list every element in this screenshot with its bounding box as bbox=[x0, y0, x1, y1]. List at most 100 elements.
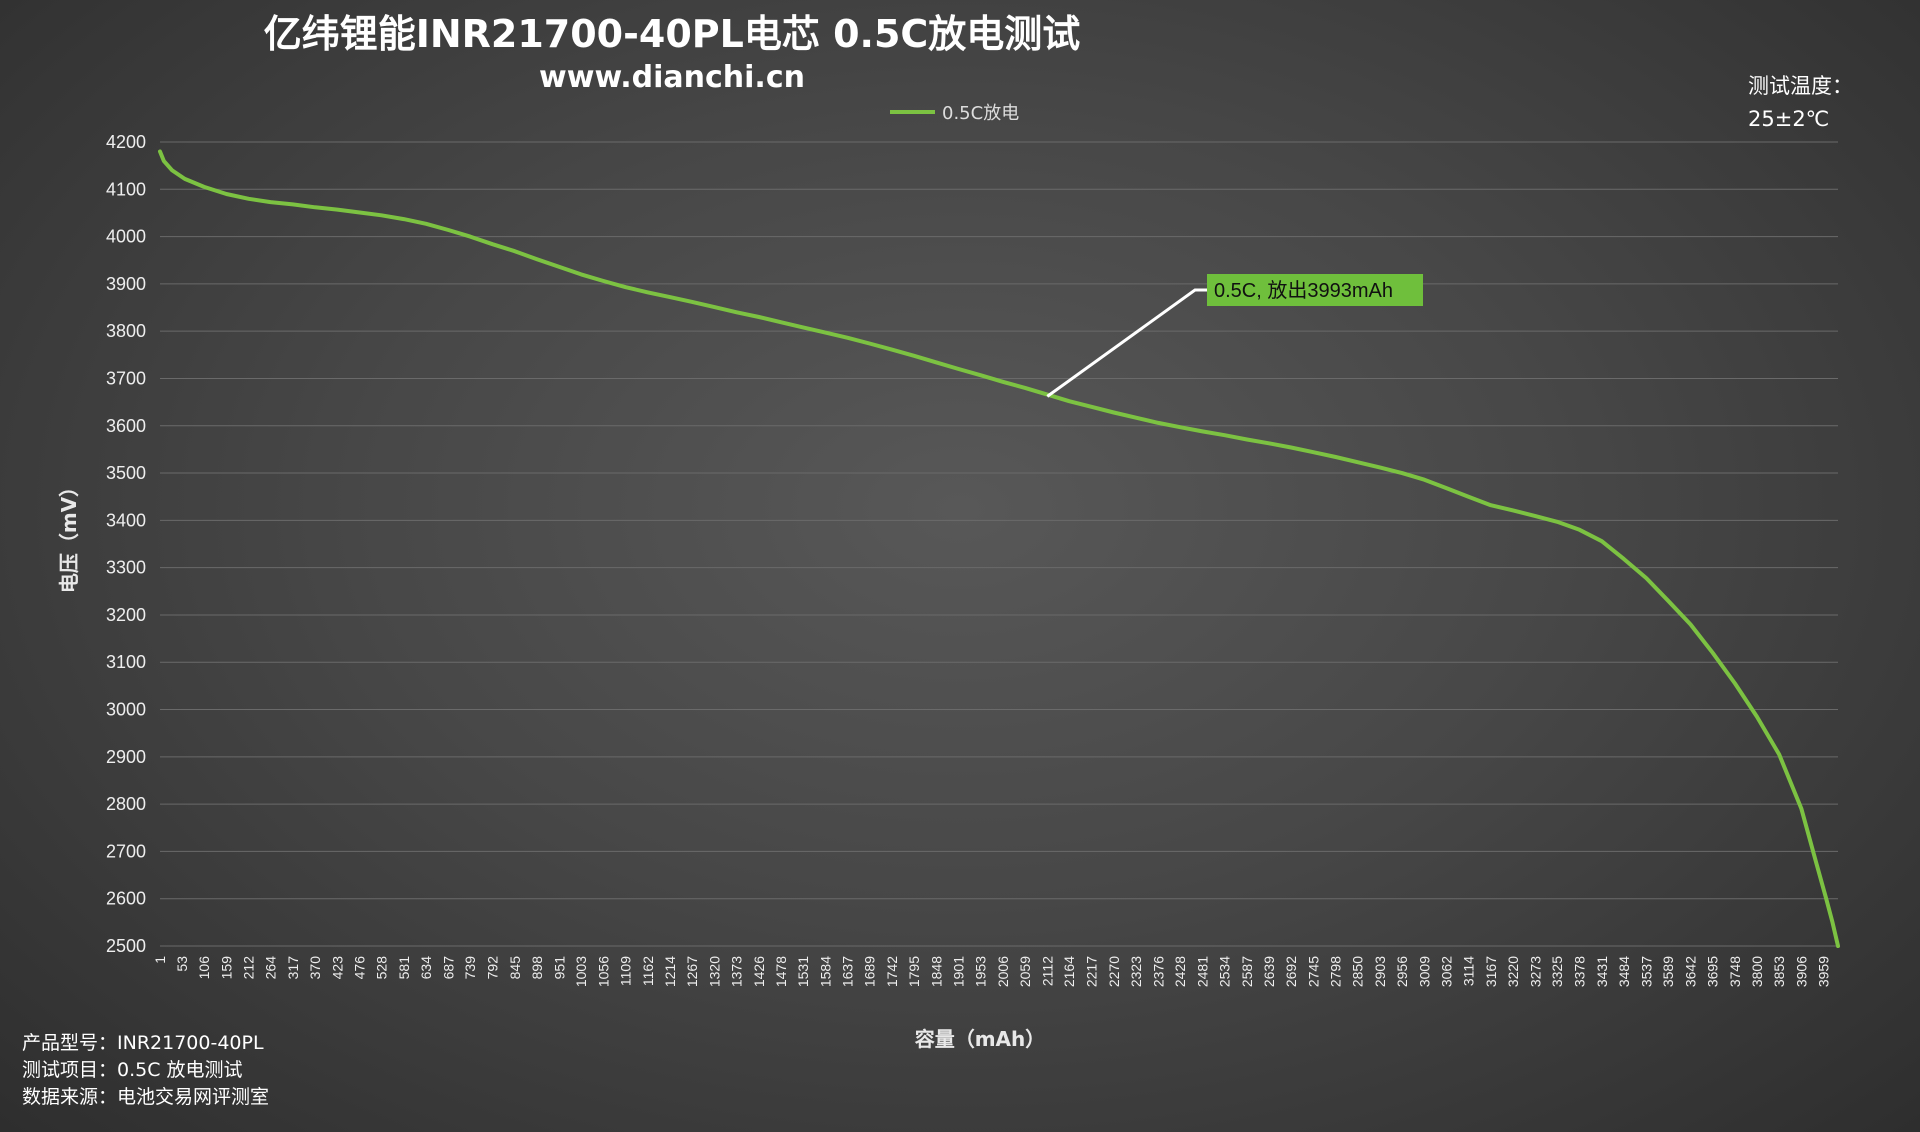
x-tick-label: 528 bbox=[374, 956, 390, 980]
y-tick-label: 3000 bbox=[106, 700, 146, 720]
data-point bbox=[1825, 897, 1827, 900]
data-point bbox=[1556, 521, 1558, 523]
x-tick-label: 951 bbox=[551, 956, 567, 980]
data-point bbox=[891, 348, 893, 351]
x-tick-label: 212 bbox=[241, 956, 257, 980]
x-tick-label: 1901 bbox=[951, 956, 967, 987]
data-point bbox=[1090, 406, 1093, 408]
x-tick-label: 2903 bbox=[1372, 956, 1388, 987]
x-tick-label: 476 bbox=[352, 956, 368, 980]
x-tick-label: 2850 bbox=[1350, 956, 1366, 987]
data-point bbox=[314, 206, 316, 209]
data-point bbox=[824, 331, 827, 334]
y-tick-label: 4200 bbox=[106, 132, 146, 152]
data-point bbox=[1814, 860, 1817, 862]
x-tick-label: 739 bbox=[462, 956, 478, 980]
data-point bbox=[358, 211, 361, 214]
data-point bbox=[647, 291, 649, 294]
data-point bbox=[1623, 558, 1625, 560]
gridlines bbox=[160, 141, 1838, 947]
x-tick-label: 1109 bbox=[618, 956, 634, 986]
data-point bbox=[1645, 577, 1648, 579]
data-point bbox=[624, 286, 627, 289]
data-point bbox=[1201, 430, 1204, 433]
x-tick-label: 3800 bbox=[1749, 956, 1765, 987]
annotation-layer: 0.5C, 放出3993mAh bbox=[1046, 274, 1423, 398]
data-point bbox=[1223, 434, 1226, 437]
x-tick-label: 2481 bbox=[1194, 956, 1210, 987]
data-point bbox=[1800, 808, 1803, 810]
data-point bbox=[1534, 515, 1537, 517]
data-point bbox=[1831, 921, 1834, 924]
x-tick-label: 2956 bbox=[1394, 956, 1410, 987]
x-tick-label: 3959 bbox=[1816, 956, 1832, 987]
data-point bbox=[1778, 753, 1780, 756]
x-tick-label: 3009 bbox=[1416, 956, 1432, 987]
y-tick-label: 3400 bbox=[106, 510, 146, 530]
data-point bbox=[1756, 715, 1758, 718]
data-point bbox=[1135, 416, 1137, 419]
temperature-label: 测试温度： bbox=[1748, 74, 1853, 98]
y-tick-label: 3600 bbox=[106, 416, 146, 436]
y-tick-label: 3500 bbox=[106, 463, 146, 483]
data-point bbox=[1113, 411, 1115, 414]
x-tick-label: 2587 bbox=[1239, 956, 1255, 987]
x-tick-label: 3378 bbox=[1571, 956, 1587, 987]
data-point bbox=[336, 208, 339, 211]
x-tick-label: 2798 bbox=[1328, 956, 1344, 987]
x-tick-label: 1267 bbox=[684, 956, 700, 987]
data-point bbox=[1667, 600, 1669, 602]
data-point bbox=[1711, 652, 1714, 654]
x-tick-label: 3695 bbox=[1705, 956, 1721, 987]
x-tick-label: 2534 bbox=[1217, 956, 1233, 987]
x-tick-label: 1 bbox=[152, 956, 168, 964]
data-point bbox=[758, 316, 760, 318]
x-tick-label: 370 bbox=[307, 956, 323, 980]
data-point bbox=[1312, 451, 1315, 454]
data-point bbox=[292, 203, 294, 206]
x-tick-label: 1953 bbox=[973, 956, 989, 987]
x-tick-label: 1162 bbox=[640, 956, 656, 986]
data-point bbox=[1734, 682, 1736, 685]
info-test-item: 测试项目：0.5C 放电测试 bbox=[22, 1059, 243, 1081]
x-tick-label: 3537 bbox=[1638, 956, 1654, 987]
data-point bbox=[159, 150, 161, 153]
y-tick-label: 3800 bbox=[106, 321, 146, 341]
y-tick-label: 3700 bbox=[106, 368, 146, 388]
x-tick-label: 3325 bbox=[1549, 956, 1565, 987]
info-source: 数据来源：电池交易网评测室 bbox=[22, 1086, 269, 1108]
x-tick-label: 423 bbox=[329, 956, 345, 980]
x-tick-label: 2059 bbox=[1017, 956, 1033, 987]
x-tick-label: 3642 bbox=[1682, 956, 1698, 987]
x-tick-label: 1478 bbox=[773, 956, 789, 987]
data-point bbox=[184, 178, 186, 180]
data-point bbox=[913, 355, 915, 357]
series-line bbox=[158, 149, 1840, 948]
data-point bbox=[491, 243, 494, 245]
data-point bbox=[868, 342, 871, 345]
x-tick-label: 1584 bbox=[817, 956, 833, 987]
data-point bbox=[1179, 426, 1181, 429]
x-tick-label: 159 bbox=[218, 956, 234, 980]
x-tick-label: 1848 bbox=[928, 956, 944, 987]
data-point bbox=[536, 258, 538, 261]
y-tick-label: 3100 bbox=[106, 652, 146, 672]
data-point bbox=[1379, 466, 1381, 469]
x-tick-label: 792 bbox=[484, 956, 500, 980]
x-tick-label: 2323 bbox=[1128, 956, 1144, 987]
x-tick-label: 53 bbox=[174, 956, 190, 972]
temperature-note: 测试温度： 25±2℃ bbox=[1748, 74, 1853, 131]
y-tick-label: 2700 bbox=[106, 841, 146, 861]
x-tick-label: 845 bbox=[507, 956, 523, 980]
data-point bbox=[1445, 487, 1448, 490]
x-tick-label: 3220 bbox=[1505, 956, 1521, 987]
x-tick-label: 1689 bbox=[862, 956, 878, 987]
data-point bbox=[171, 169, 173, 172]
x-tick-label: 1056 bbox=[595, 956, 611, 987]
data-point bbox=[1356, 461, 1359, 464]
data-point bbox=[846, 337, 849, 339]
x-axis-ticks: 1 53 106 159 212 264 317 370 423 476 528 581 634 687 7… bbox=[152, 956, 1832, 987]
data-point bbox=[957, 368, 960, 370]
x-tick-label: 634 bbox=[418, 956, 434, 980]
